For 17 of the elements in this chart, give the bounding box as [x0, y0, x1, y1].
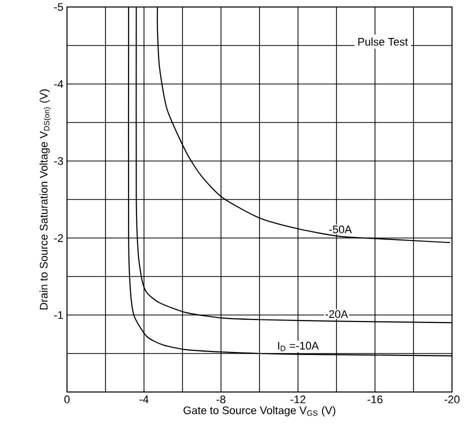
x-axis-title: Gate to Source Voltage V$_{GS}$ (V)	[184, 406, 336, 416]
y-tick-label: -1	[54, 311, 63, 319]
x-tick-label: -4	[140, 396, 149, 404]
series-label: -50A	[329, 226, 352, 234]
x-tick-label: 0	[64, 396, 70, 404]
x-tick-label: -12	[290, 396, 306, 404]
y-axis-title: Drain to Source Saturation Voltage V$_{DS(on)}$ (V)	[40, 89, 51, 310]
x-tick-label: -16	[368, 396, 382, 404]
x-tick-label: -8	[216, 396, 226, 404]
y-tick-label: -5	[54, 3, 64, 11]
x-tick-label: -20	[444, 396, 460, 404]
y-tick-label: -3	[54, 157, 63, 165]
annotation: Pulse Test	[358, 38, 408, 46]
series-label: -20A	[325, 310, 348, 318]
y-tick-label: -2	[54, 234, 63, 242]
y-tick-label: -4	[54, 80, 64, 88]
series-label: I$_{D}$ =-10A	[278, 342, 319, 352]
